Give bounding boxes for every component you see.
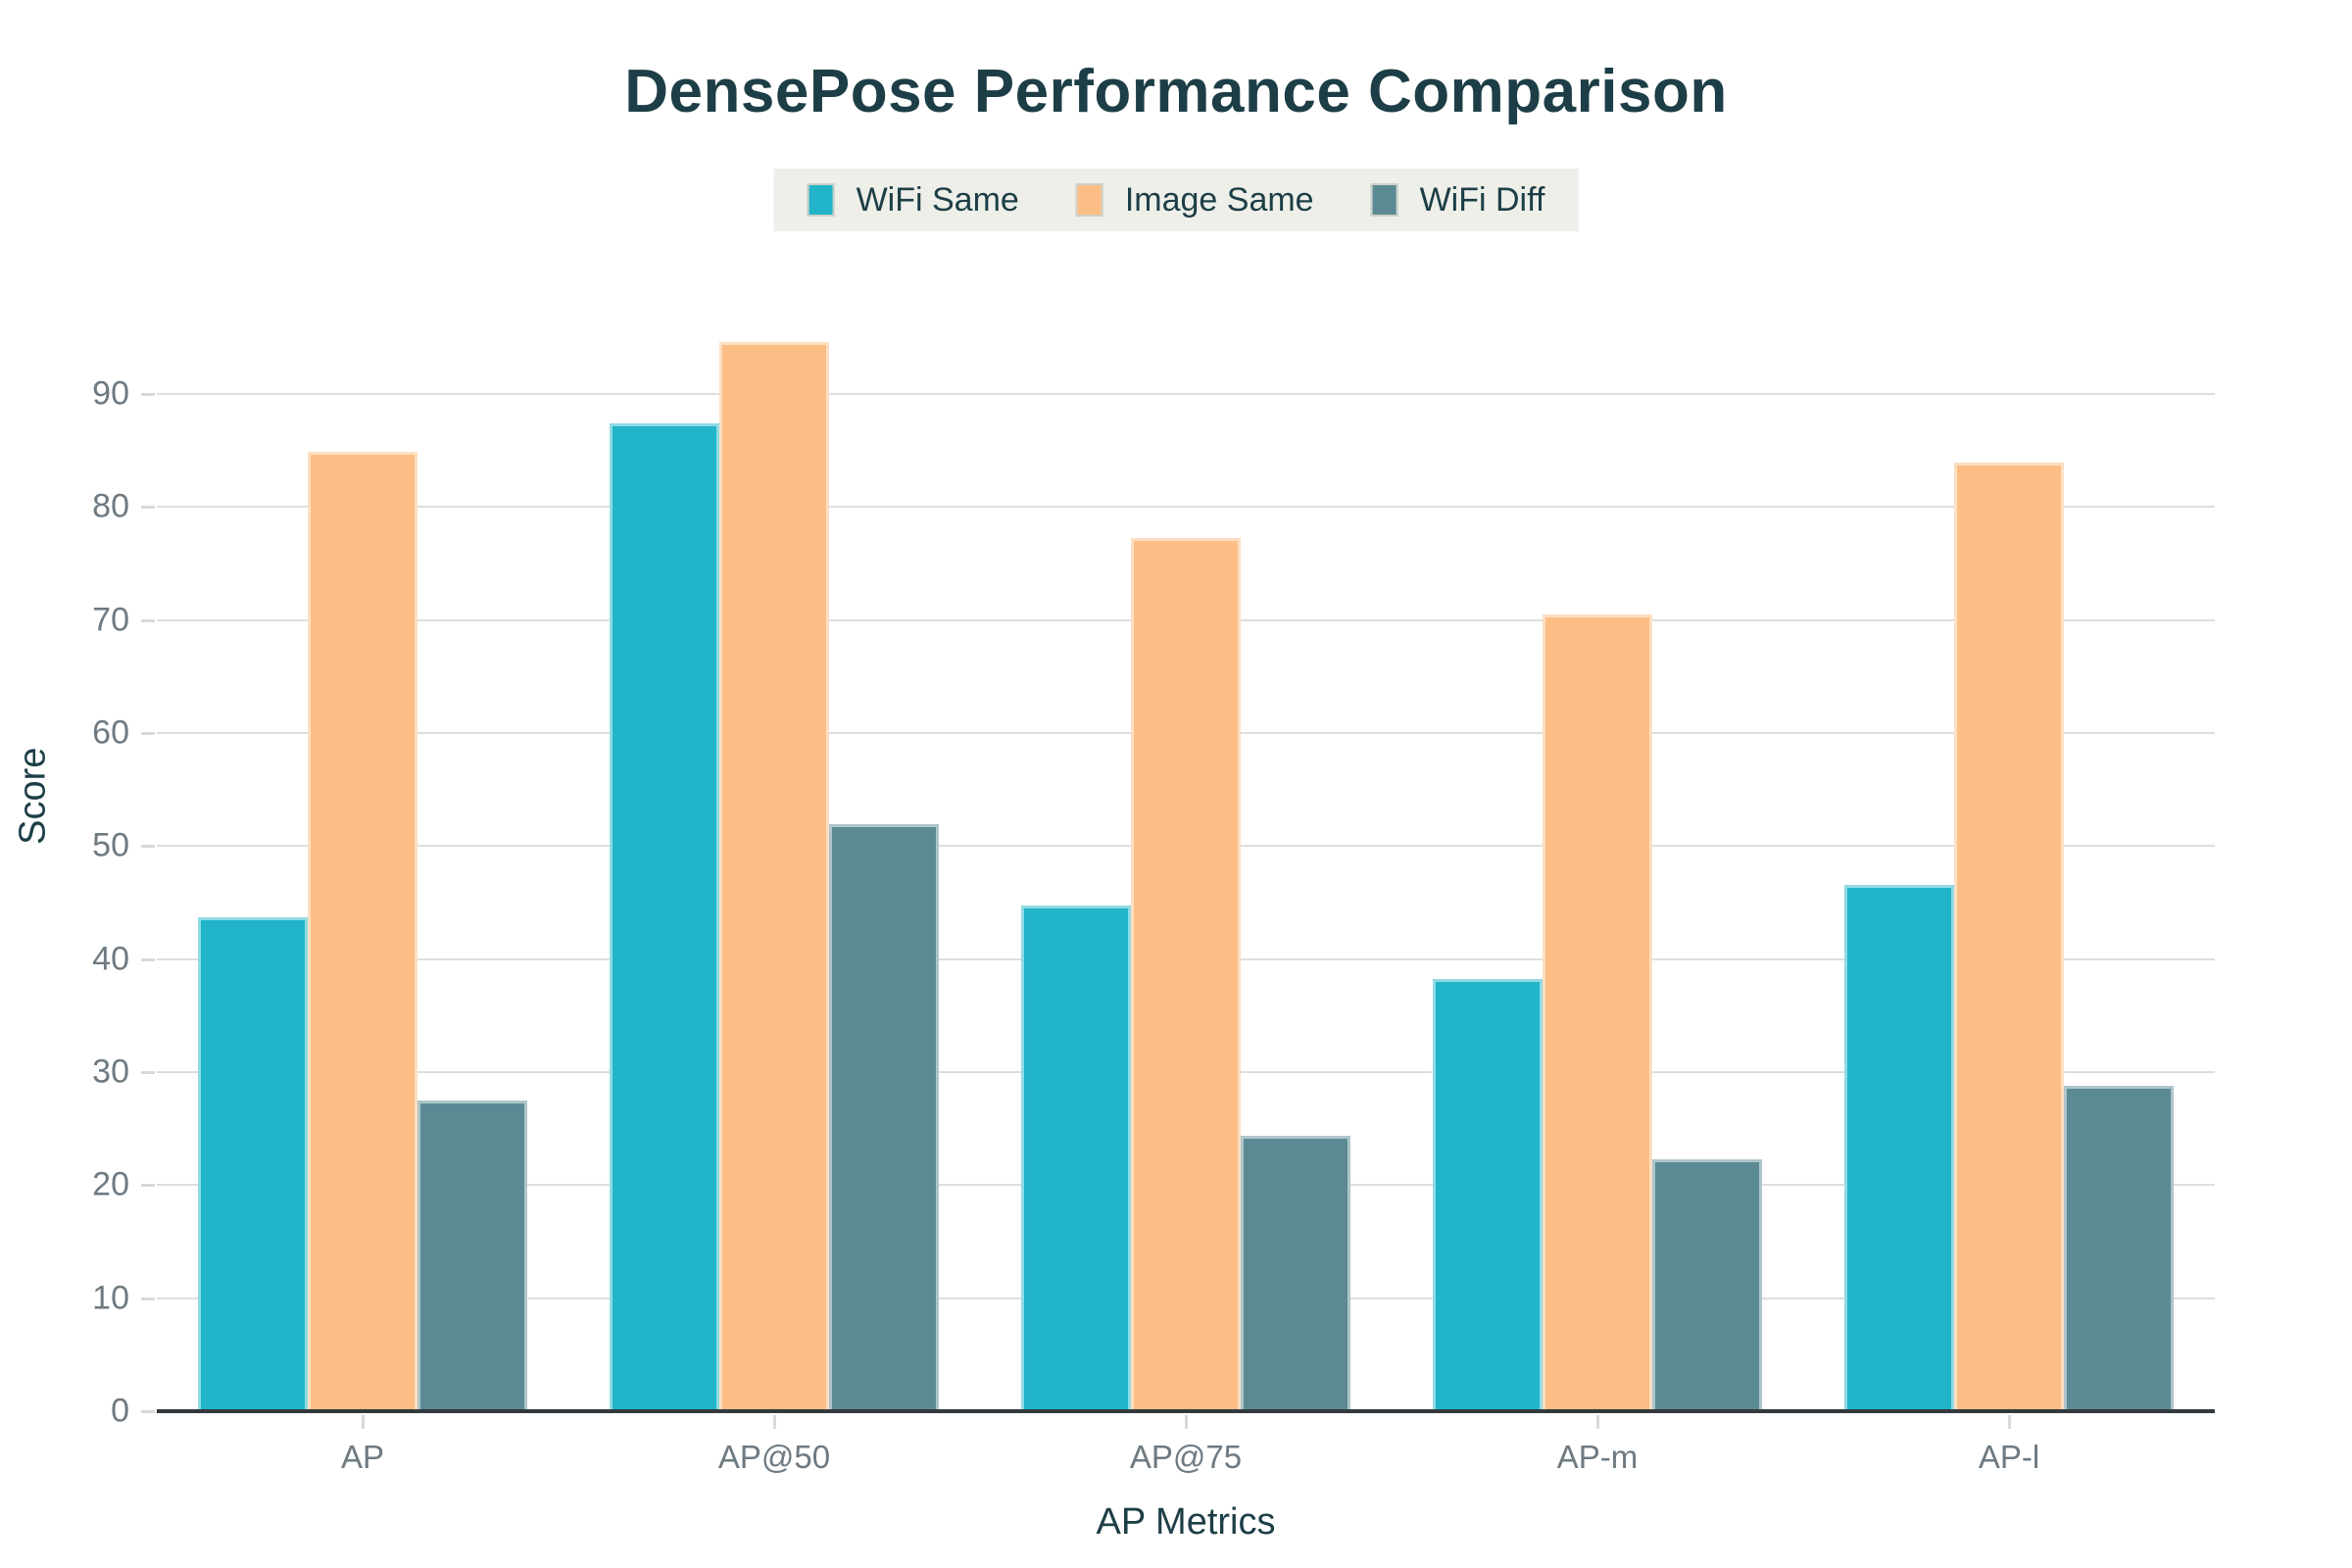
y-tick-label: 70 [92, 601, 129, 639]
chart-title: DensePose Performance Comparison [624, 58, 1728, 125]
y-tick-mark [141, 845, 155, 849]
x-tick-mark [362, 1415, 365, 1429]
y-tick-label: 40 [92, 940, 129, 978]
x-tick-mark [1596, 1415, 1599, 1429]
bar-wifi-diff-ap-l [2064, 1086, 2174, 1409]
bar-wifi-same-ap@75 [1021, 905, 1131, 1409]
bar-image-same-ap-m [1543, 614, 1652, 1409]
x-tick-label: AP [340, 1439, 385, 1475]
legend-label: Image Same [1124, 180, 1314, 219]
y-tick-label: 80 [92, 487, 129, 525]
y-tick-mark [141, 393, 155, 396]
bar-image-same-ap@50 [719, 342, 829, 1409]
y-tick-mark [141, 506, 155, 510]
bar-image-same-ap [308, 452, 417, 1409]
bar-wifi-diff-ap-m [1652, 1159, 1762, 1409]
legend-item-wifi-same[interactable]: WiFi Same [807, 180, 1019, 220]
legend-item-wifi-diff[interactable]: WiFi Diff [1370, 180, 1545, 220]
bar-image-same-ap@75 [1131, 537, 1241, 1409]
bar-image-same-ap-l [1954, 462, 2064, 1409]
legend-label: WiFi Diff [1419, 180, 1545, 219]
x-tick-label: AP@75 [1129, 1439, 1243, 1475]
y-tick-mark [141, 1184, 155, 1188]
x-tick-label: AP@50 [717, 1439, 831, 1475]
gridline [157, 393, 2215, 395]
x-tick-label: AP-m [1556, 1439, 1639, 1475]
legend-swatch-icon [1370, 183, 1398, 217]
gridline [157, 506, 2215, 509]
x-tick-mark [1185, 1415, 1188, 1429]
x-tick-mark [2008, 1415, 2011, 1429]
bar-wifi-same-ap@50 [610, 423, 719, 1409]
y-tick-label: 90 [92, 374, 129, 413]
bar-wifi-diff-ap@75 [1241, 1135, 1350, 1409]
x-tick-label: AP-l [1978, 1439, 2040, 1475]
legend-swatch-icon [1075, 183, 1103, 217]
y-tick-label: 20 [92, 1165, 129, 1203]
chart-legend: WiFi Same Image Same WiFi Diff [773, 169, 1579, 231]
y-tick-mark [141, 1297, 155, 1300]
y-tick-label: 30 [92, 1053, 129, 1091]
y-tick-label: 50 [92, 826, 129, 864]
y-tick-label: 0 [111, 1392, 129, 1430]
y-tick-mark [141, 1071, 155, 1074]
bar-wifi-same-ap-m [1433, 978, 1543, 1409]
bar-wifi-same-ap [198, 917, 308, 1409]
x-tick-mark [773, 1415, 776, 1429]
x-axis-title: AP Metrics [1096, 1501, 1276, 1543]
y-tick-label: 10 [92, 1279, 129, 1317]
legend-label: WiFi Same [856, 180, 1019, 219]
bar-wifi-same-ap-l [1844, 884, 1954, 1409]
y-tick-mark [141, 618, 155, 622]
y-tick-label: 60 [92, 713, 129, 752]
bar-wifi-diff-ap@50 [829, 823, 939, 1409]
legend-item-image-same[interactable]: Image Same [1075, 180, 1314, 220]
y-tick-mark [141, 732, 155, 735]
y-tick-mark [141, 1410, 155, 1413]
x-axis-line [157, 1409, 2215, 1413]
bar-wifi-diff-ap [417, 1101, 527, 1409]
y-tick-mark [141, 957, 155, 961]
legend-swatch-icon [807, 183, 835, 217]
